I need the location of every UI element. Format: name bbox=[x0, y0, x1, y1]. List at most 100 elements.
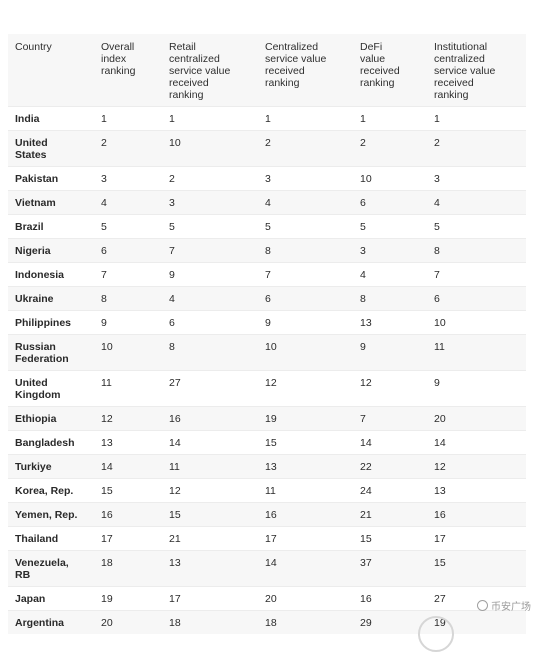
ranking-cell: 3 bbox=[434, 173, 440, 185]
country-cell: Yemen, Rep. bbox=[8, 503, 94, 527]
ranking-cell: 9 bbox=[101, 317, 107, 329]
ranking-cell: 14 bbox=[101, 461, 113, 473]
country-cell: Philippines bbox=[8, 311, 94, 335]
ranking-cell: 5 bbox=[101, 221, 107, 233]
country-cell: Indonesia bbox=[8, 263, 94, 287]
ranking-cell: 27 bbox=[434, 593, 446, 605]
ranking-cell: 24 bbox=[360, 485, 372, 497]
defi-ranking-header: DeFi value received ranking bbox=[353, 34, 427, 107]
ranking-cell: 2 bbox=[265, 137, 271, 149]
country-name-line: United bbox=[15, 377, 48, 389]
country-cell: Korea, Rep. bbox=[8, 479, 94, 503]
country-name-line: Indonesia bbox=[15, 269, 65, 281]
header-line: Retail bbox=[169, 41, 196, 53]
table-row: Pakistan 3 2 3 10 3 bbox=[8, 166, 526, 191]
ranking-cell: 3 bbox=[360, 245, 366, 257]
ranking-cell: 18 bbox=[265, 617, 277, 629]
ranking-cell: 16 bbox=[434, 509, 446, 521]
ranking-cell: 4 bbox=[265, 197, 271, 209]
country-cell: Japan bbox=[8, 587, 94, 611]
country-cell: Thailand bbox=[8, 527, 94, 551]
ranking-cell: 5 bbox=[360, 221, 366, 233]
ranking-cell: 15 bbox=[360, 533, 372, 545]
header-line: ranking bbox=[265, 77, 300, 89]
table-row: Yemen, Rep. 16 15 16 21 16 bbox=[8, 502, 526, 527]
ranking-cell: 4 bbox=[434, 197, 440, 209]
header-line: received bbox=[434, 77, 474, 89]
table-row: Korea, Rep. 15 12 11 24 13 bbox=[8, 478, 526, 503]
ranking-cell: 14 bbox=[434, 437, 446, 449]
ranking-cell: 5 bbox=[169, 221, 175, 233]
ranking-cell: 11 bbox=[265, 485, 276, 497]
country-name-line: Vietnam bbox=[15, 197, 56, 209]
ranking-cell: 17 bbox=[265, 533, 277, 545]
header-line: service value bbox=[169, 65, 231, 77]
ranking-cell: 15 bbox=[101, 485, 113, 497]
ranking-cell: 2 bbox=[360, 137, 366, 149]
table-row: Thailand 17 21 17 15 17 bbox=[8, 526, 526, 551]
ranking-cell: 2 bbox=[101, 137, 107, 149]
ranking-cell: 12 bbox=[265, 377, 277, 389]
country-cell: Bangladesh bbox=[8, 431, 94, 455]
country-cell: India bbox=[8, 107, 94, 131]
page: Country Overall index ranking Retail centrali… bbox=[8, 34, 531, 652]
ranking-cell: 18 bbox=[169, 617, 181, 629]
table-row: Indonesia 7 9 7 4 7 bbox=[8, 262, 526, 287]
country-cell: Ethiopia bbox=[8, 407, 94, 431]
ranking-cell: 1 bbox=[101, 113, 107, 125]
ranking-cell: 9 bbox=[265, 317, 271, 329]
header-line: received bbox=[265, 65, 305, 77]
country-name-line: Kingdom bbox=[15, 389, 61, 401]
ranking-cell: 8 bbox=[434, 245, 440, 257]
ranking-cell: 14 bbox=[360, 437, 372, 449]
country-cell: Pakistan bbox=[8, 167, 94, 191]
ranking-cell: 6 bbox=[265, 293, 271, 305]
ranking-cell: 12 bbox=[434, 461, 446, 473]
ranking-cell: 7 bbox=[265, 269, 271, 281]
ranking-cell: 10 bbox=[434, 317, 446, 329]
header-line: received bbox=[360, 65, 400, 77]
table-body: India 1 1 1 1 1 United States 2 10 2 2 2 Pakistan 3 2 3 1… bbox=[8, 106, 526, 634]
ranking-cell: 6 bbox=[360, 197, 366, 209]
header-line: service value bbox=[265, 53, 327, 65]
header-line: value bbox=[360, 53, 386, 65]
ranking-cell: 17 bbox=[169, 593, 181, 605]
ranking-cell: 16 bbox=[169, 413, 181, 425]
country-name-line: Argentina bbox=[15, 617, 65, 629]
ranking-cell: 8 bbox=[169, 341, 175, 353]
ranking-cell: 15 bbox=[169, 509, 181, 521]
ranking-cell: 4 bbox=[360, 269, 366, 281]
ranking-cell: 6 bbox=[434, 293, 440, 305]
country-name-line: Pakistan bbox=[15, 173, 59, 185]
ranking-cell: 14 bbox=[169, 437, 181, 449]
table-row: Ethiopia 12 16 19 7 20 bbox=[8, 406, 526, 431]
country-cell: Brazil bbox=[8, 215, 94, 239]
country-cell: Nigeria bbox=[8, 239, 94, 263]
country-name-line: Federation bbox=[15, 353, 69, 365]
ranking-cell: 11 bbox=[101, 377, 112, 389]
country-cell: Venezuela, RB bbox=[8, 551, 94, 587]
ranking-cell: 6 bbox=[101, 245, 107, 257]
table-row: Ukraine 8 4 6 8 6 bbox=[8, 286, 526, 311]
ranking-cell: 16 bbox=[360, 593, 372, 605]
header-line: index bbox=[101, 53, 127, 65]
ranking-cell: 3 bbox=[265, 173, 271, 185]
header-line: Country bbox=[15, 41, 52, 53]
country-name-line: Venezuela, bbox=[15, 557, 69, 569]
country-name-line: Japan bbox=[15, 593, 46, 605]
table-row: Russian Federation 10 8 10 9 11 bbox=[8, 334, 526, 371]
country-name-line: Brazil bbox=[15, 221, 44, 233]
table-row: Turkiye 14 11 13 22 12 bbox=[8, 454, 526, 479]
ranking-cell: 7 bbox=[169, 245, 175, 257]
header-line: Overall bbox=[101, 41, 135, 53]
country-name-line: Thailand bbox=[15, 533, 59, 545]
ranking-cell: 27 bbox=[169, 377, 181, 389]
country-cell: Turkiye bbox=[8, 455, 94, 479]
ranking-cell: 7 bbox=[101, 269, 107, 281]
ranking-cell: 1 bbox=[169, 113, 175, 125]
table-row: Japan 19 17 20 16 27 bbox=[8, 586, 526, 611]
country-name-line: Russian bbox=[15, 341, 56, 353]
country-name-line: RB bbox=[15, 569, 31, 581]
ranking-cell: 20 bbox=[265, 593, 277, 605]
ranking-cell: 18 bbox=[101, 557, 113, 569]
